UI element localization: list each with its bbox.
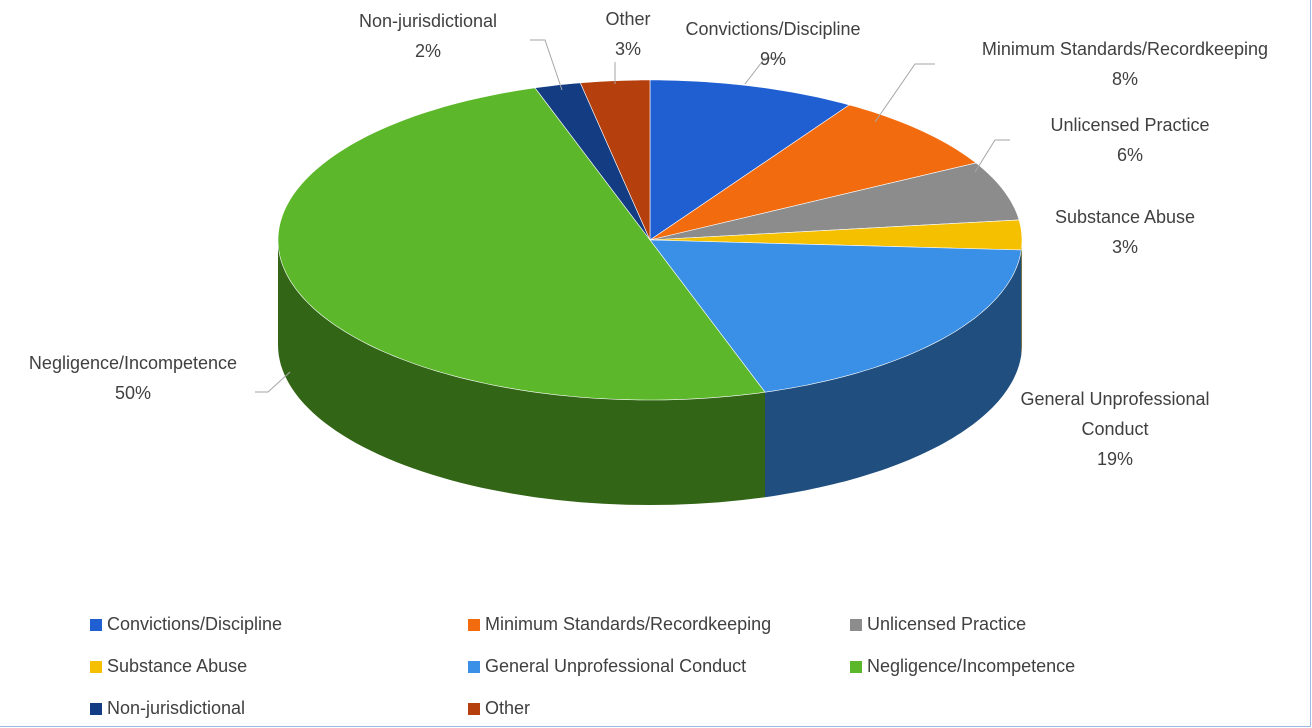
data-label: Non-jurisdictional 2% — [359, 6, 497, 66]
data-label: General Unprofessional Conduct 19% — [1000, 384, 1230, 474]
legend-item: Convictions/Discipline — [90, 614, 282, 635]
data-label-name: Other — [605, 9, 651, 29]
legend-item: Non-jurisdictional — [90, 698, 245, 719]
legend-swatch — [90, 618, 102, 631]
legend-item: Minimum Standards/Recordkeeping — [468, 614, 771, 635]
legend-label: Other — [485, 698, 531, 718]
legend-item: General Unprofessional Conduct — [468, 656, 746, 677]
data-label-name: Negligence/Incompetence — [28, 353, 238, 373]
legend-item: Other — [468, 698, 530, 719]
legend-label: General Unprofessional Conduct — [485, 656, 747, 676]
leader-line — [744, 57, 780, 85]
leader-line — [255, 371, 291, 393]
slice — [649, 79, 851, 241]
legend-swatch — [850, 618, 862, 631]
data-label: Unlicensed Practice 6% — [1050, 110, 1209, 170]
data-label-value: 3% — [1111, 237, 1139, 257]
legend-swatch — [90, 702, 102, 715]
slice — [649, 162, 1020, 241]
slice — [649, 104, 977, 241]
slice-side — [278, 240, 765, 505]
data-label-value: 2% — [414, 41, 441, 61]
data-label-value: 8% — [1111, 69, 1139, 89]
data-label-value: 3% — [614, 39, 641, 59]
data-label: Convictions/Discipline 9% — [685, 14, 860, 74]
data-label: Substance Abuse 3% — [1055, 202, 1195, 262]
slice — [649, 239, 1022, 393]
legend-label: Negligence/Incompetence — [867, 656, 1076, 676]
data-label-value: 6% — [1116, 145, 1144, 165]
legend-label: Substance Abuse — [107, 656, 248, 676]
legend-item: Negligence/Incompetence — [850, 656, 1075, 677]
data-label: Other 3% — [605, 4, 650, 64]
data-label-value: 19% — [1096, 449, 1134, 469]
legend-label: Non-jurisdictional — [107, 698, 246, 718]
slice — [277, 87, 766, 401]
data-label: Minimum Standards/Recordkeeping 8% — [982, 34, 1268, 94]
data-label-name: Non-jurisdictional — [358, 11, 498, 31]
legend-swatch — [468, 702, 480, 715]
data-label-name: Minimum Standards/Recordkeeping — [981, 39, 1269, 59]
data-label-name: Unlicensed Practice — [1050, 115, 1210, 135]
legend-swatch — [90, 660, 102, 673]
legend-label: Convictions/Discipline — [107, 614, 283, 634]
legend-label: Minimum Standards/Recordkeeping — [485, 614, 772, 634]
legend-swatch — [850, 660, 862, 673]
leader-line — [530, 39, 563, 91]
slice — [534, 82, 651, 241]
legend-label: Unlicensed Practice — [867, 614, 1027, 634]
legend-item: Substance Abuse — [90, 656, 247, 677]
leader-line — [874, 63, 935, 123]
data-label: Negligence/Incompetence 50% — [29, 348, 237, 408]
slice-side — [765, 250, 1022, 498]
leader-line — [974, 139, 1010, 173]
data-label-name: General Unprofessional Conduct — [1020, 389, 1210, 439]
legend-item: Unlicensed Practice — [850, 614, 1026, 635]
legend-swatch — [468, 660, 480, 673]
data-label-value: 9% — [759, 49, 787, 69]
data-label-name: Convictions/Discipline — [685, 19, 861, 39]
legend-swatch — [468, 618, 480, 631]
slice-side — [1021, 240, 1022, 355]
data-label-name: Substance Abuse — [1054, 207, 1196, 227]
data-label-value: 50% — [114, 383, 152, 403]
